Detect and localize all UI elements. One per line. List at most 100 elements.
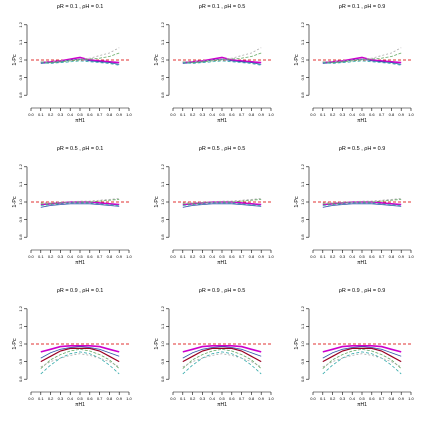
y-axis-label: 1-Pc — [154, 338, 160, 350]
x-tick-label: 0.9 — [258, 254, 264, 259]
series-line-blue — [40, 203, 120, 208]
panel-1-1: ρR = 0.1 , ρH = 0.1 0.0 0.1 0.2 0.3 0.4 0.5 0.6… — [12, 4, 133, 124]
x-tick-label: 0.8 — [107, 254, 113, 259]
series-line-teal — [182, 60, 262, 66]
series-line-green — [322, 52, 402, 64]
series-line-gray — [182, 198, 262, 204]
x-axis-label: πH1 — [217, 260, 227, 266]
series-line-blue — [322, 203, 402, 208]
series-line-green — [182, 199, 262, 205]
x-tick-label: 0.3 — [340, 396, 346, 401]
x-axis-label: πH1 — [357, 402, 367, 408]
y-axis-label: 1-Pc — [154, 196, 160, 208]
x-tick-label: 0.1 — [180, 112, 186, 117]
x-tick-label: 0.0 — [310, 112, 316, 117]
x-tick-label: 1.0 — [268, 396, 274, 401]
x-tick-label: 0.5 — [359, 112, 365, 117]
y-tick-label: 1.2 — [300, 163, 305, 169]
series-line-teal — [40, 202, 120, 206]
x-tick-label: 0.4 — [209, 254, 215, 259]
x-tick-label: 0.5 — [77, 112, 83, 117]
series-line-gray — [182, 353, 262, 368]
x-tick-label: 0.3 — [58, 112, 64, 117]
x-tick-label: 0.6 — [87, 396, 93, 401]
panel-title: ρR = 0.1 , ρH = 0.1 — [57, 4, 104, 10]
series-line-green — [322, 348, 402, 369]
x-tick-label: 0.3 — [200, 254, 206, 259]
x-tick-label: 0.6 — [229, 396, 235, 401]
x-tick-label: 1.0 — [268, 112, 274, 117]
y-tick-label: 1.2 — [18, 21, 23, 27]
x-tick-label: 0.1 — [320, 396, 326, 401]
series-line-darkred — [322, 347, 402, 363]
y-tick-label: 1.2 — [160, 305, 165, 311]
x-tick-label: 0.0 — [310, 254, 316, 259]
y-tick-label: 1.2 — [300, 21, 305, 27]
series-line-green — [182, 348, 262, 369]
x-tick-label: 0.3 — [58, 254, 64, 259]
panel-3-3: ρR = 0.9 , ρH = 0.9 0.0 0.1 0.2 0.3 0.4 0.5 0.6… — [294, 288, 415, 408]
panel-title: ρR = 0.9 , ρH = 0.9 — [339, 288, 386, 294]
y-tick-label: 0.8 — [160, 376, 165, 382]
series-line-teal — [40, 351, 120, 375]
x-tick-label: 0.2 — [48, 112, 54, 117]
x-tick-label: 0.1 — [320, 254, 326, 259]
x-axis-label: πH1 — [75, 260, 85, 266]
x-axis-label: πH1 — [357, 118, 367, 124]
y-tick-label: 1.1 — [300, 39, 305, 45]
x-tick-label: 0.9 — [258, 112, 264, 117]
series-line-blue — [182, 203, 262, 208]
x-axis-label: πH1 — [75, 118, 85, 124]
y-tick-label: 0.8 — [18, 92, 23, 98]
series-line-blue — [40, 58, 120, 65]
x-axis-label: πH1 — [217, 402, 227, 408]
x-tick-label: 0.0 — [310, 396, 316, 401]
x-tick-label: 0.0 — [170, 396, 176, 401]
panel-title: ρR = 0.5 , ρH = 0.9 — [339, 146, 386, 152]
x-tick-label: 0.7 — [379, 112, 385, 117]
x-tick-label: 0.1 — [38, 112, 44, 117]
y-tick-label: 0.9 — [160, 216, 165, 222]
y-axis-label: 1-Pc — [294, 338, 300, 350]
series-line-green — [322, 199, 402, 205]
series-line-teal — [322, 202, 402, 206]
y-tick-label: 1.1 — [300, 181, 305, 187]
y-tick-label: 1.0 — [18, 198, 23, 204]
panel-title: ρR = 0.5 , ρH = 0.5 — [199, 146, 246, 152]
series-line-magenta — [40, 201, 120, 206]
panel-title: ρR = 0.1 , ρH = 0.5 — [199, 4, 246, 10]
y-tick-label: 0.9 — [18, 74, 23, 80]
panel-3-1: ρR = 0.9 , ρH = 0.1 0.0 0.1 0.2 0.3 0.4 0.5 0.6… — [12, 288, 133, 408]
x-tick-label: 0.3 — [58, 396, 64, 401]
x-tick-label: 0.6 — [369, 396, 375, 401]
panel-3-2: ρR = 0.9 , ρH = 0.5 0.0 0.1 0.2 0.3 0.4 0.5 0.6… — [154, 288, 275, 408]
series-line-magenta — [182, 344, 262, 353]
y-tick-label: 0.9 — [160, 74, 165, 80]
series-line-darkred — [40, 347, 120, 363]
x-tick-label: 0.5 — [77, 254, 83, 259]
y-axis-label: 1-Pc — [154, 54, 160, 66]
series-line-blue — [182, 346, 262, 359]
y-tick-label: 0.9 — [18, 358, 23, 364]
x-tick-label: 0.8 — [107, 112, 113, 117]
x-tick-label: 0.1 — [180, 254, 186, 259]
series-line-gray — [322, 198, 402, 204]
x-tick-label: 0.4 — [349, 112, 355, 117]
x-tick-label: 0.3 — [340, 254, 346, 259]
series-line-gray — [322, 353, 402, 368]
x-tick-label: 0.5 — [359, 396, 365, 401]
x-tick-label: 0.3 — [340, 112, 346, 117]
y-axis-label: 1-Pc — [12, 196, 18, 208]
x-tick-label: 0.4 — [349, 254, 355, 259]
x-tick-label: 0.8 — [389, 112, 395, 117]
x-tick-label: 0.1 — [38, 396, 44, 401]
y-tick-label: 1.0 — [300, 340, 305, 346]
x-tick-label: 0.6 — [369, 112, 375, 117]
y-tick-label: 1.2 — [300, 305, 305, 311]
y-tick-label: 1.0 — [18, 56, 23, 62]
panel-2-2: ρR = 0.5 , ρH = 0.5 0.0 0.1 0.2 0.3 0.4 0.5 0.6… — [154, 146, 275, 266]
y-axis-label: 1-Pc — [12, 54, 18, 66]
y-tick-label: 0.9 — [18, 216, 23, 222]
y-tick-label: 0.8 — [300, 92, 305, 98]
x-tick-label: 0.8 — [249, 112, 255, 117]
